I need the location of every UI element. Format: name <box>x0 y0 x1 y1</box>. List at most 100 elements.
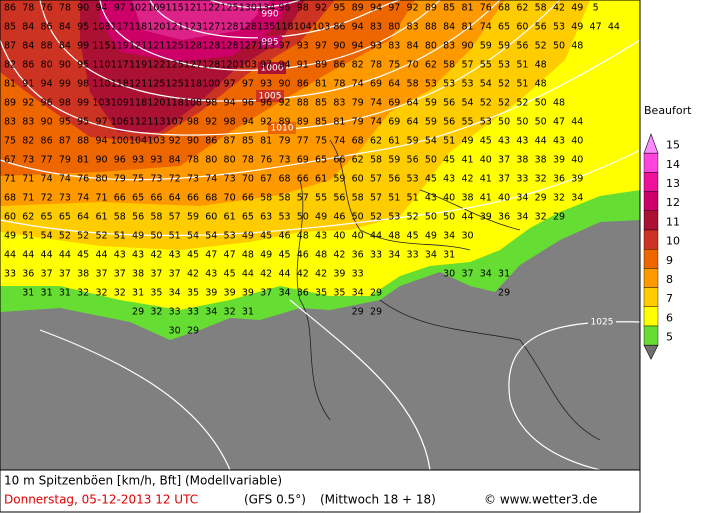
grid-value: 48 <box>535 60 547 71</box>
grid-value: 31 <box>242 307 254 318</box>
grid-value: 99 <box>77 98 89 109</box>
grid-value: 74 <box>77 193 89 204</box>
grid-value: 98 <box>205 98 217 109</box>
grid-value: 92 <box>315 3 327 14</box>
grid-value: 93 <box>132 155 144 166</box>
colorbar-cell <box>643 229 659 250</box>
grid-value: 39 <box>224 288 236 299</box>
grid-value: 38 <box>535 155 547 166</box>
grid-value: 79 <box>352 117 364 128</box>
grid-value: 50 <box>553 41 565 52</box>
grid-value: 90 <box>41 117 53 128</box>
grid-value: 81 <box>4 79 16 90</box>
grid-value: 85 <box>315 98 327 109</box>
grid-value: 48 <box>242 250 254 261</box>
isobar-label: 995 <box>261 38 278 48</box>
grid-value: 75 <box>388 60 400 71</box>
colorbar-label: 11 <box>666 215 680 228</box>
grid-value: 32 <box>77 288 89 299</box>
grid-value: 40 <box>333 231 345 242</box>
isobar-label-bg <box>588 316 616 328</box>
grid-value: 128 <box>239 22 257 33</box>
footer-model: (GFS 0.5°) <box>244 493 306 507</box>
grid-value: 42 <box>297 269 309 280</box>
grid-value: 97 <box>315 41 327 52</box>
grid-value: 52 <box>370 212 382 223</box>
colorbar-label: 15 <box>666 139 680 152</box>
grid-value: 43 <box>205 269 217 280</box>
colorbar-cell <box>643 210 659 231</box>
grid-value: 109 <box>111 98 129 109</box>
grid-value: 47 <box>224 250 236 261</box>
map-area: 990 995 1000 1005 1010 1025 86 78 76 78 90 94… <box>0 0 641 471</box>
colorbar-arrow-bottom <box>643 344 659 360</box>
grid-value: 52 <box>516 98 528 109</box>
grid-value: 37 <box>169 269 181 280</box>
grid-value: 51 <box>516 60 528 71</box>
grid-value: 93 <box>370 41 382 52</box>
grid-value: 68 <box>278 174 290 185</box>
grid-value: 92 <box>278 98 290 109</box>
grid-value: 54 <box>187 231 199 242</box>
grid-value: 59 <box>187 212 199 223</box>
grid-value: 44 <box>242 269 254 280</box>
grid-value: 43 <box>553 136 565 147</box>
grid-value: 97 <box>224 79 236 90</box>
grid-value: 33 <box>4 269 16 280</box>
grid-value: 53 <box>461 79 473 90</box>
grid-value: 29 <box>553 212 565 223</box>
colorbar-cell <box>643 172 659 192</box>
grid-value: 65 <box>41 212 53 223</box>
grid-value: 98 <box>77 79 89 90</box>
grid-value: 38 <box>461 193 473 204</box>
grid-value: 119 <box>111 41 129 52</box>
grid-value: 96 <box>260 98 272 109</box>
grid-value: 48 <box>297 231 309 242</box>
grid-value: 55 <box>315 193 327 204</box>
grid-value: 65 <box>59 212 71 223</box>
grid-value: 128 <box>221 22 239 33</box>
grid-value: 37 <box>498 174 510 185</box>
grid-value: 84 <box>169 155 181 166</box>
colorbar-cell <box>643 325 659 346</box>
grid-value: 73 <box>150 174 162 185</box>
grid-value: 117 <box>111 22 129 33</box>
grid-value: 57 <box>461 60 473 71</box>
grid-value: 34 <box>388 250 400 261</box>
grid-value: 82 <box>22 136 34 147</box>
grid-value: 48 <box>553 98 565 109</box>
grid-value: 34 <box>278 288 290 299</box>
grid-value: 35 <box>150 288 162 299</box>
grid-value: 56 <box>516 41 528 52</box>
grid-value: 102 <box>129 3 147 14</box>
grid-value: 66 <box>333 155 345 166</box>
grid-value: 41 <box>461 155 473 166</box>
grid-value: 93 <box>150 155 162 166</box>
grid-value: 37 <box>41 269 53 280</box>
grid-value: 32 <box>150 307 162 318</box>
grid-value: 85 <box>4 22 16 33</box>
grid-value: 77 <box>41 155 53 166</box>
grid-value: 128 <box>202 41 220 52</box>
grid-value: 56 <box>443 98 455 109</box>
grid-value: 49 <box>461 136 473 147</box>
grid-value: 90 <box>95 155 107 166</box>
grid-value: 58 <box>443 60 455 71</box>
grid-value: 75 <box>132 174 144 185</box>
grid-value: 125 <box>166 60 184 71</box>
grid-value: 39 <box>333 269 345 280</box>
grid-value: 97 <box>260 60 272 71</box>
grid-value: 56 <box>132 212 144 223</box>
grid-value: 52 <box>407 212 419 223</box>
grid-value: 34 <box>205 307 217 318</box>
grid-value: 54 <box>205 231 217 242</box>
grid-value: 36 <box>352 250 364 261</box>
colorbar-title: Beaufort <box>644 104 692 117</box>
grid-value: 63 <box>260 212 272 223</box>
colorbar-label: 6 <box>666 311 673 324</box>
grid-value: 31 <box>41 288 53 299</box>
footer-frame <box>0 469 641 513</box>
colorbar-label: 9 <box>666 254 673 267</box>
isobar-label: 990 <box>261 10 278 20</box>
grid-value: 33 <box>187 307 199 318</box>
